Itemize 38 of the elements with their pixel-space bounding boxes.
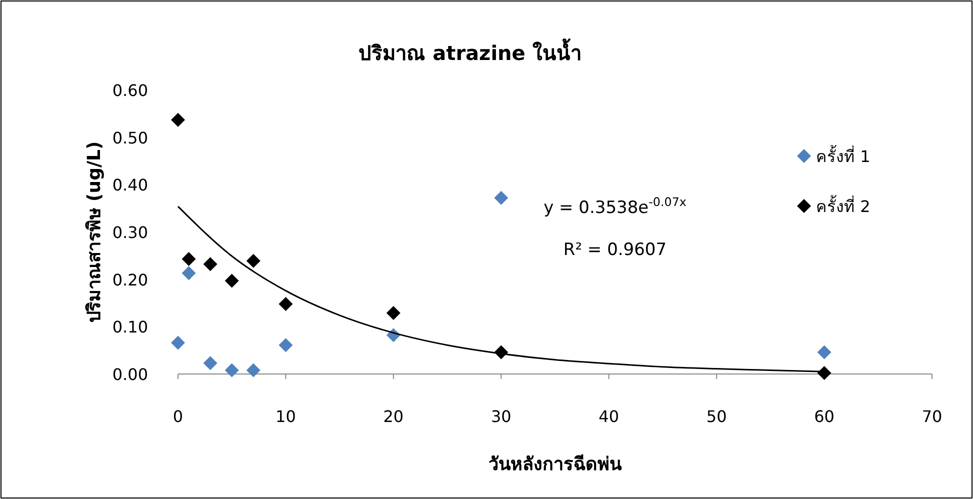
legend-label: ครั้งที่ 2 — [816, 195, 870, 216]
y-axis-title: ปริมาณสารพิษ (ug/L) — [84, 141, 105, 323]
y-tick-label: 0.40 — [112, 176, 148, 195]
y-tick-label: 0.20 — [112, 270, 148, 290]
x-tick-label: 20 — [383, 407, 404, 426]
point — [203, 257, 218, 272]
point — [278, 338, 293, 352]
y-tick-label: 0.30 — [112, 223, 148, 242]
y-tick-label: 0.50 — [112, 128, 148, 148]
point — [182, 266, 196, 280]
x-axis-title: วันหลังการฉีดพ่น — [488, 454, 622, 475]
point — [246, 254, 260, 268]
annotation: y = 0.3538e$^{-0.07x}$ — [544, 195, 686, 218]
x-tick-label: 60 — [814, 407, 834, 426]
x-tick-label: 70 — [922, 407, 942, 426]
x-tick-label: 0 — [172, 407, 184, 426]
point — [278, 296, 293, 311]
point — [246, 363, 260, 378]
point — [386, 306, 400, 320]
chart-title: ปริมาณ atrazine ในน้ำ — [358, 38, 582, 65]
y-tick-label: 0.10 — [112, 318, 148, 337]
point — [817, 366, 832, 380]
x-tick-label: 30 — [490, 407, 512, 426]
y-tick-label: 0.00 — [112, 365, 148, 384]
point — [171, 336, 185, 350]
point — [182, 252, 196, 266]
point — [203, 356, 218, 370]
point — [224, 363, 239, 378]
x-tick-label: 40 — [598, 407, 620, 426]
point — [171, 112, 185, 127]
y-tick-label: 0.60 — [112, 81, 148, 100]
point — [224, 274, 239, 288]
x-tick-label: 50 — [706, 407, 727, 426]
legend-label: ครั้งที่ 1 — [816, 145, 870, 166]
annotation: R² = 0.9607 — [563, 240, 667, 260]
point — [494, 190, 508, 205]
x-tick-label: 10 — [276, 407, 296, 426]
point — [817, 345, 832, 360]
